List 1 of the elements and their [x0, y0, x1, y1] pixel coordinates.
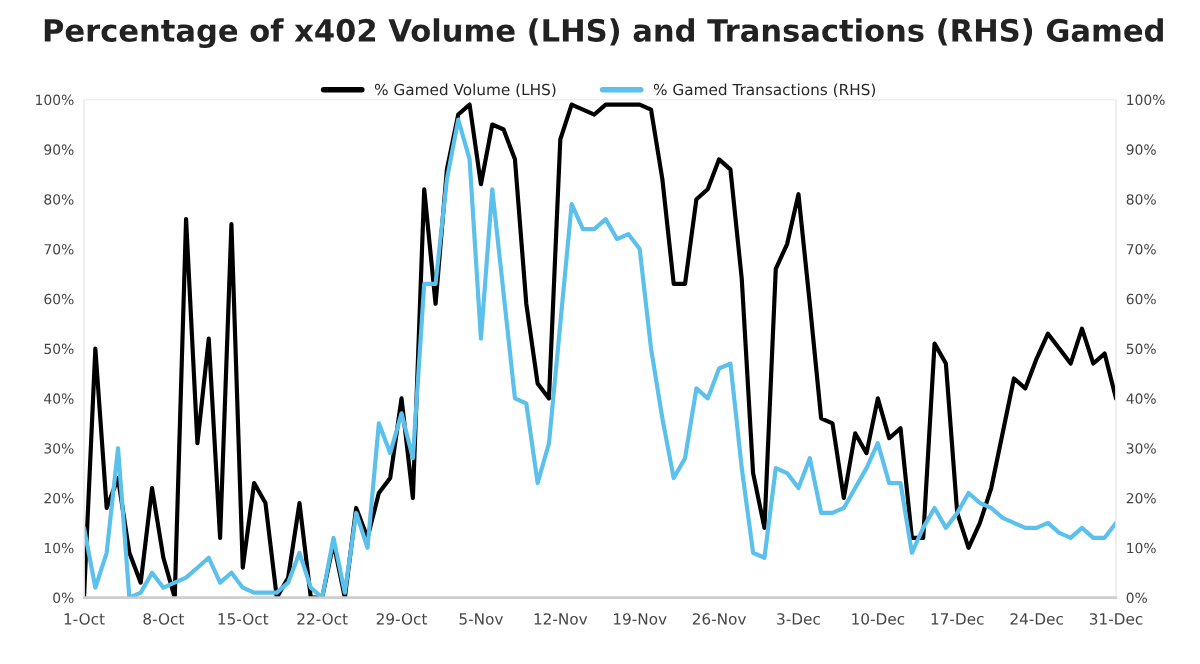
- chart-title: Percentage of x402 Volume (LHS) and Transactions (RHS) Gamed: [44, 18, 1163, 49]
